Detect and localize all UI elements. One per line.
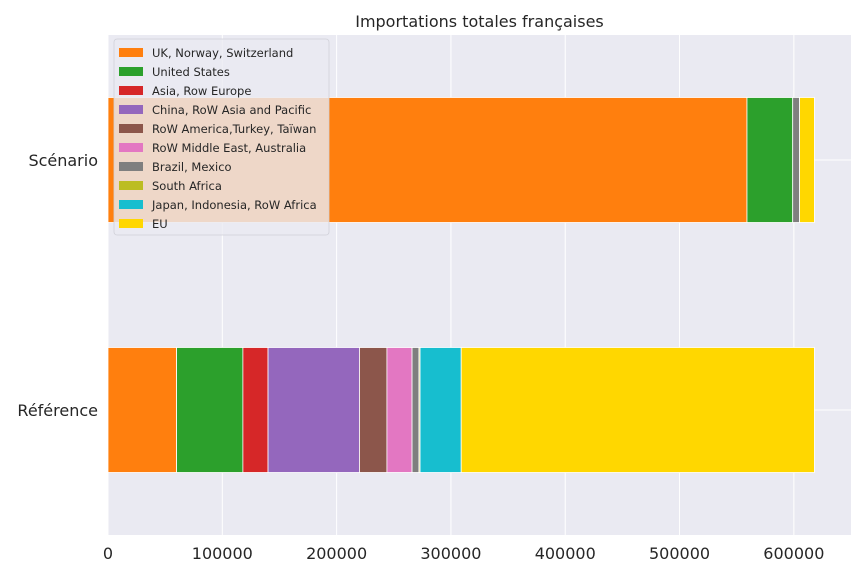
legend-swatch bbox=[119, 67, 143, 76]
legend-label: RoW America,Turkey, Taïwan bbox=[152, 122, 316, 136]
legend-swatch bbox=[119, 219, 143, 228]
x-axis-ticks: 0 100000 200000 300000 400000 500000 600000 bbox=[103, 544, 824, 563]
bar-segment bbox=[460, 347, 815, 473]
legend-label: RoW Middle East, Australia bbox=[152, 141, 306, 155]
bar-segment bbox=[411, 347, 420, 473]
bar-segment bbox=[792, 97, 800, 223]
y-axis-categories: Référence Scénario bbox=[17, 151, 98, 420]
legend-label: United States bbox=[152, 65, 230, 79]
legend-swatch bbox=[119, 162, 143, 171]
chart-title: Importations totales françaises bbox=[355, 12, 604, 31]
legend-swatch bbox=[119, 86, 143, 95]
legend-label: South Africa bbox=[152, 179, 222, 193]
legend-label: UK, Norway, Switzerland bbox=[152, 46, 293, 60]
bar-segment bbox=[799, 97, 815, 223]
bar-segment bbox=[386, 347, 413, 473]
category-label: Scénario bbox=[28, 151, 98, 170]
legend-swatch bbox=[119, 181, 143, 190]
legend-label: Brazil, Mexico bbox=[152, 160, 232, 174]
bar-segment bbox=[242, 347, 269, 473]
legend-label: EU bbox=[152, 217, 168, 231]
category-label: Référence bbox=[17, 401, 98, 420]
bar-segment bbox=[746, 97, 794, 223]
x-tick-label: 300000 bbox=[420, 544, 481, 563]
legend-label: Japan, Indonesia, RoW Africa bbox=[151, 198, 317, 212]
bar-segment bbox=[359, 347, 388, 473]
bar-segment bbox=[267, 347, 360, 473]
x-tick-label: 100000 bbox=[192, 544, 253, 563]
bar-segment bbox=[176, 347, 244, 473]
x-tick-label: 500000 bbox=[649, 544, 710, 563]
x-tick-label: 600000 bbox=[763, 544, 824, 563]
legend-label: China, RoW Asia and Pacific bbox=[152, 103, 311, 117]
x-tick-label: 200000 bbox=[306, 544, 367, 563]
legend-swatch bbox=[119, 143, 143, 152]
bar-segment bbox=[419, 347, 462, 473]
legend-swatch bbox=[119, 200, 143, 209]
x-tick-label: 400000 bbox=[535, 544, 596, 563]
bar-segment bbox=[107, 347, 177, 473]
legend-swatch bbox=[119, 48, 143, 57]
legend-swatch bbox=[119, 105, 143, 114]
x-tick-label: 0 bbox=[103, 544, 113, 563]
legend-box bbox=[113, 38, 330, 236]
legend-swatch bbox=[119, 124, 143, 133]
legend: UK, Norway, Switzerland United States Asia… bbox=[113, 38, 330, 236]
legend-label: Asia, Row Europe bbox=[152, 84, 251, 98]
